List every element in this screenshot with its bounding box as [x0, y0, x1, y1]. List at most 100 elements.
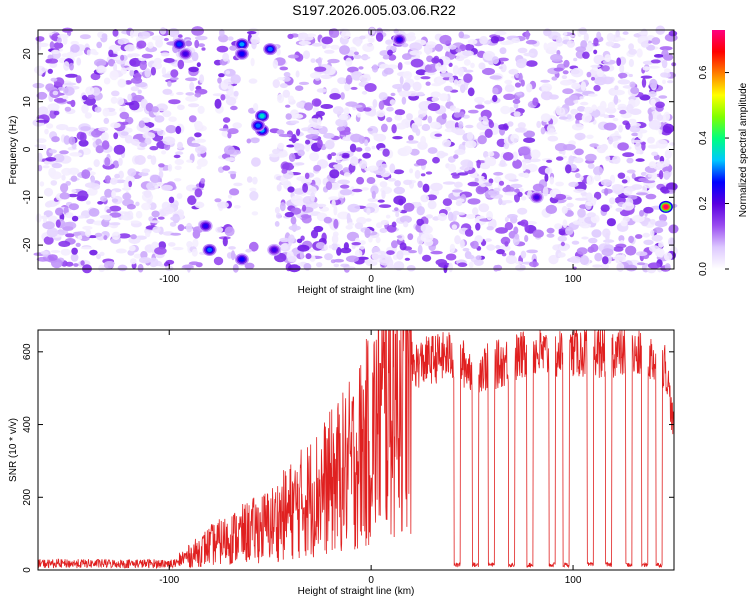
- spectrogram-cell: [379, 256, 390, 266]
- spectrogram-cell: [574, 148, 584, 156]
- spectrogram-cell: [324, 253, 333, 261]
- spectrogram-cell: [272, 79, 280, 89]
- spectrogram-cell: [125, 175, 135, 183]
- spectrogram-cell: [296, 238, 303, 244]
- spectrogram-cell: [66, 101, 75, 105]
- spectrogram-cell: [39, 145, 47, 150]
- spectrogram-cell: [111, 90, 120, 97]
- spectrogram-cell: [174, 178, 182, 182]
- spectrogram-cell: [345, 74, 353, 85]
- spectrogram-cell: [480, 183, 486, 188]
- spectrogram-cell: [512, 99, 521, 104]
- spectrogram-cell: [500, 105, 511, 115]
- spectrogram-cell: [160, 52, 170, 57]
- spectrogram-cell: [562, 88, 574, 95]
- spectrogram-cell: [484, 128, 493, 138]
- spectrogram-cell: [65, 212, 74, 219]
- spectrogram-cell: [520, 219, 529, 227]
- spectrogram-cell: [287, 33, 294, 40]
- spectrogram-cell: [521, 196, 527, 201]
- spectrogram-cell: [45, 157, 57, 162]
- spectrogram-cell: [70, 253, 79, 262]
- spectrogram-cell: [43, 236, 54, 245]
- spectrogram-cell: [268, 153, 280, 158]
- spectrogram-cell: [53, 153, 65, 163]
- spectrogram-cell: [491, 56, 499, 65]
- spectrogram-cell: [281, 168, 288, 174]
- snr-y-tick-label: 600: [22, 343, 33, 360]
- spectrogram-cell: [558, 116, 569, 120]
- spectrogram-cell: [617, 172, 626, 179]
- spectrogram-cell: [130, 220, 141, 224]
- spectrogram-cell: [170, 232, 182, 236]
- spectrogram-cell: [546, 124, 555, 134]
- spectrogram-cell: [120, 67, 127, 75]
- spectrogram-cell: [607, 114, 615, 118]
- spectrogram-cell: [643, 239, 654, 245]
- spectrogram-cell: [600, 263, 610, 270]
- spectrogram-cell: [295, 85, 304, 91]
- spectrogram-cell: [510, 133, 520, 143]
- spectrogram-cell: [612, 155, 621, 165]
- spectrogram-cell: [213, 256, 224, 266]
- spectrogram-cell: [305, 134, 319, 140]
- spectrogram-cell: [467, 198, 481, 205]
- spectrogram-cell: [61, 174, 66, 181]
- spectrogram-cell: [517, 191, 523, 197]
- spectrogram-cell: [71, 247, 78, 255]
- spectrogram-cell: [556, 156, 564, 161]
- spectrogram-cell: [36, 91, 48, 100]
- spectrogram-cell: [87, 167, 93, 171]
- spectrogram-cell: [503, 142, 510, 150]
- spectrogram-cell: [655, 139, 668, 149]
- spectrogram-cell: [467, 39, 478, 45]
- spectrogram-cell: [423, 44, 433, 55]
- spectrogram-cell: [525, 30, 530, 40]
- spectrogram-cell: [517, 122, 526, 129]
- spectrogram-cell: [418, 101, 432, 111]
- spectrogram-cell: [136, 40, 147, 49]
- spectrogram-cell: [543, 42, 548, 51]
- spectrogram-cell: [512, 159, 522, 169]
- spectrogram-cell: [586, 71, 592, 78]
- spectrogram-cell: [475, 222, 481, 231]
- spectrogram-cell: [309, 72, 322, 79]
- spectrogram-cell: [407, 233, 414, 241]
- spectrogram-cell: [104, 175, 111, 184]
- spectrogram-cell: [488, 178, 494, 184]
- spectrogram-cell: [466, 254, 475, 260]
- spectrogram-cell: [68, 203, 79, 211]
- spectrogram-cell: [420, 232, 434, 243]
- spectrogram-cell: [380, 163, 388, 169]
- spectrogram-cell: [430, 91, 441, 98]
- spectrogram-cell: [279, 83, 288, 89]
- spectrogram-cell: [376, 254, 387, 259]
- spectrogram-cell: [219, 128, 230, 132]
- snr-y-axis-label: SNR (10 * v/v): [8, 418, 19, 482]
- spectrogram-cell: [355, 40, 362, 47]
- spectrogram-cell: [636, 48, 643, 58]
- spectrogram-cell: [589, 143, 599, 148]
- spectrogram-cell: [381, 123, 388, 133]
- spectrogram-cell: [575, 172, 581, 179]
- spectrogram-cell: [566, 40, 576, 48]
- spectrogram-cell: [351, 242, 362, 246]
- spectrogram-cell: [502, 200, 513, 204]
- spectrogram-cell: [63, 86, 75, 96]
- spectrogram-cell: [333, 258, 345, 263]
- spectrogram-cell: [387, 178, 396, 182]
- spectrogram-cell: [625, 122, 631, 130]
- spectrogram-cell: [486, 226, 494, 231]
- spectrogram-cell: [279, 202, 286, 212]
- spectrogram-cell: [311, 42, 323, 47]
- spectrogram-cell: [648, 91, 657, 98]
- spectrogram-cell: [358, 159, 368, 169]
- spectrogram-cell: [89, 48, 97, 55]
- spectrogram-cell: [113, 63, 118, 72]
- spectrogram-cell: [565, 226, 574, 236]
- spectrogram-cell: [227, 85, 234, 91]
- spectrogram-cell: [596, 31, 602, 40]
- spectrogram-cell: [151, 210, 160, 218]
- spectrogram-cell: [109, 70, 119, 81]
- spectrogram-cell: [72, 231, 82, 236]
